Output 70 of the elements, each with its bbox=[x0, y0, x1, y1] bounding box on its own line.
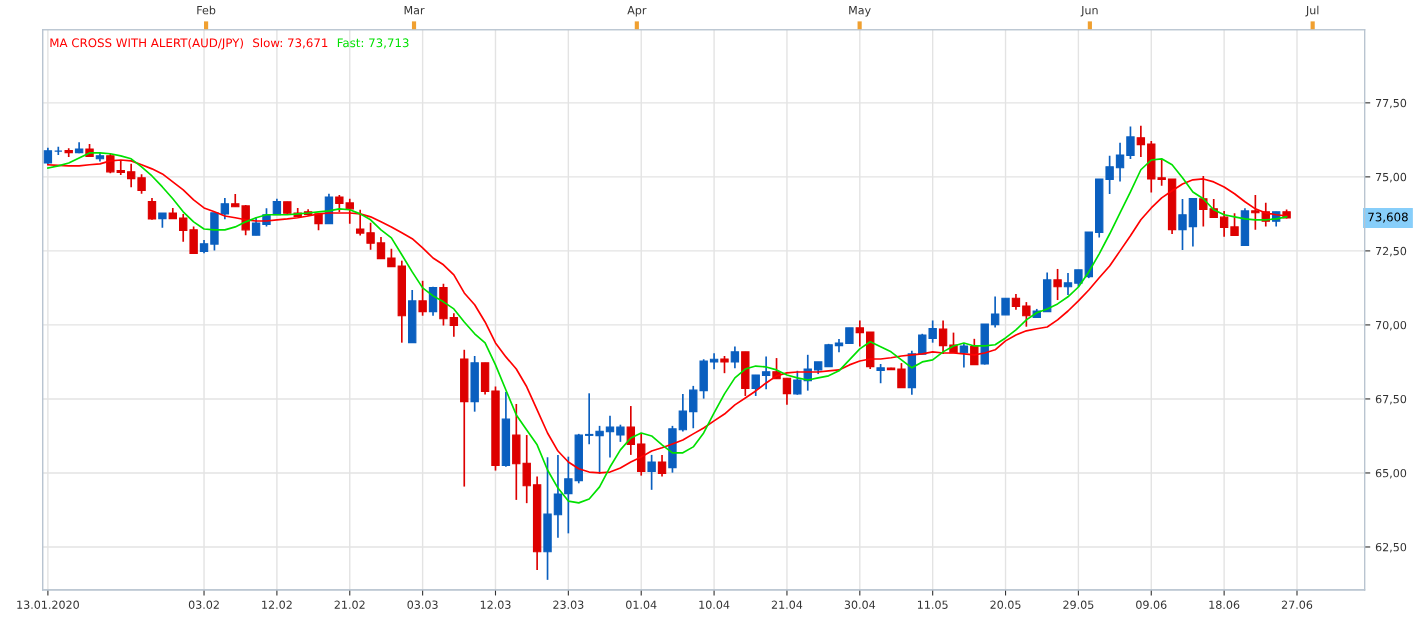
text: MA CROSS WITH ALERT(AUD/JPY) bbox=[50, 38, 243, 50]
text: 73,608 bbox=[1368, 212, 1408, 223]
x-tick-label: 18.06 bbox=[1209, 600, 1240, 609]
candlestick bbox=[1063, 272, 1073, 296]
candlestick bbox=[126, 163, 136, 189]
candlestick bbox=[970, 337, 979, 366]
x-tick-label: 27.06 bbox=[1281, 600, 1313, 609]
candlestick bbox=[251, 216, 261, 237]
candlestick bbox=[1219, 210, 1229, 238]
candlestick bbox=[855, 319, 865, 348]
candlestick bbox=[897, 362, 906, 389]
candlestick bbox=[605, 414, 615, 459]
candlestick bbox=[678, 393, 688, 433]
y-tick-label: 77,50 bbox=[1375, 98, 1407, 109]
candlestick bbox=[1022, 301, 1031, 328]
candlestick bbox=[137, 173, 146, 195]
x2-tick-label: Feb bbox=[197, 5, 216, 15]
candlestick bbox=[990, 295, 1000, 329]
x-tick-label: 12.03 bbox=[480, 600, 511, 609]
text: Slow: 73,671 bbox=[253, 38, 328, 49]
x-tick-label: 23.03 bbox=[553, 600, 584, 609]
x-tick-label: 09.06 bbox=[1136, 600, 1167, 609]
y-tick-label: 70,00 bbox=[1375, 320, 1407, 331]
y-tick-label: 75,00 bbox=[1375, 172, 1407, 183]
candlestick bbox=[1230, 212, 1239, 237]
candlestick bbox=[418, 279, 427, 317]
x-tick-label: 21.04 bbox=[771, 600, 803, 609]
candlestick bbox=[782, 377, 792, 406]
x-tick-label: 20.05 bbox=[990, 600, 1021, 609]
candlestick bbox=[449, 312, 459, 338]
candlestick bbox=[876, 363, 885, 385]
candlestick bbox=[147, 197, 157, 221]
x-tick-label: 11.05 bbox=[917, 600, 948, 609]
candlestick bbox=[376, 236, 386, 260]
candlestick bbox=[959, 343, 969, 369]
candlestick bbox=[761, 355, 771, 390]
x-tick-label: 13.01.2020 bbox=[17, 600, 79, 609]
y-tick-label: 62,50 bbox=[1375, 542, 1407, 553]
candlestick bbox=[220, 197, 230, 221]
candlestick bbox=[657, 454, 667, 478]
x2-tick-label: Apr bbox=[627, 6, 647, 17]
y-tick-label: 72,50 bbox=[1375, 246, 1407, 257]
candlestick bbox=[355, 208, 365, 237]
candlestick bbox=[1053, 268, 1062, 301]
candlestick bbox=[366, 221, 375, 251]
candlestick bbox=[1115, 141, 1125, 183]
x-tick-label: 12.02 bbox=[262, 600, 292, 609]
candlestick bbox=[647, 454, 656, 491]
x-tick-label: 30.04 bbox=[844, 600, 876, 609]
candlestick bbox=[1136, 124, 1146, 158]
candlestick bbox=[751, 374, 760, 397]
x2-tick-label: Jun bbox=[1080, 6, 1098, 17]
x2-tick-label: Jul bbox=[1305, 5, 1319, 17]
x-tick-label: 10.04 bbox=[699, 600, 730, 609]
x-tick-label: 21.02 bbox=[334, 600, 365, 609]
x-tick-label: 03.03 bbox=[407, 600, 438, 609]
candlestick bbox=[1178, 198, 1187, 251]
y-tick-label: 65,00 bbox=[1375, 468, 1407, 479]
candlestick bbox=[553, 454, 563, 539]
x2-tick-label: Mar bbox=[404, 6, 425, 15]
y-tick-label: 67,50 bbox=[1375, 394, 1407, 405]
x2-tick-label: May bbox=[849, 6, 871, 17]
x-tick-label: 29.05 bbox=[1063, 600, 1094, 609]
x-tick-label: 03.02 bbox=[188, 600, 219, 609]
candlestick bbox=[584, 392, 594, 446]
candlestick bbox=[730, 345, 740, 369]
candlestick bbox=[595, 425, 604, 475]
text: Fast: 73,713 bbox=[337, 38, 409, 49]
candlestick bbox=[1126, 125, 1135, 160]
x-tick-label: 01.04 bbox=[626, 600, 657, 609]
